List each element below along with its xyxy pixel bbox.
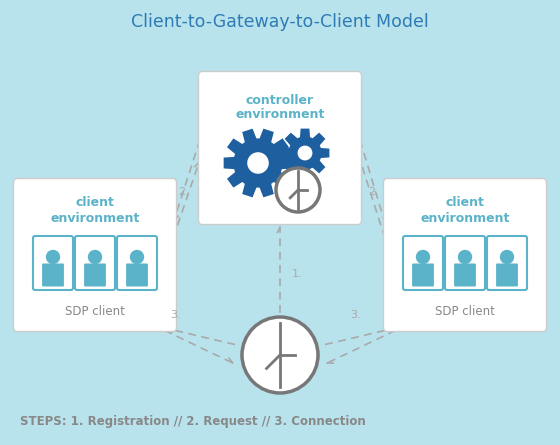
- Text: client
environment: client environment: [50, 197, 139, 224]
- FancyBboxPatch shape: [496, 263, 518, 287]
- FancyBboxPatch shape: [75, 236, 115, 290]
- Text: 3.: 3.: [170, 310, 181, 320]
- FancyBboxPatch shape: [454, 263, 476, 287]
- Circle shape: [130, 251, 143, 263]
- Circle shape: [501, 251, 514, 263]
- Circle shape: [46, 251, 59, 263]
- Circle shape: [298, 146, 312, 160]
- Text: 1.: 1.: [292, 269, 302, 279]
- Circle shape: [417, 251, 430, 263]
- FancyBboxPatch shape: [126, 263, 148, 287]
- Text: 2.: 2.: [368, 187, 379, 197]
- Circle shape: [459, 251, 472, 263]
- FancyBboxPatch shape: [412, 263, 434, 287]
- FancyBboxPatch shape: [487, 236, 527, 290]
- Text: 3.: 3.: [350, 310, 361, 320]
- FancyBboxPatch shape: [42, 263, 64, 287]
- FancyBboxPatch shape: [117, 236, 157, 290]
- FancyBboxPatch shape: [384, 178, 547, 332]
- Text: controller
environment: controller environment: [235, 93, 325, 121]
- Polygon shape: [281, 129, 329, 177]
- Circle shape: [88, 251, 101, 263]
- FancyBboxPatch shape: [198, 72, 362, 224]
- Text: STEPS: 1. Registration // 2. Request // 3. Connection: STEPS: 1. Registration // 2. Request // …: [20, 416, 366, 429]
- Circle shape: [242, 317, 318, 393]
- FancyBboxPatch shape: [445, 236, 485, 290]
- FancyBboxPatch shape: [403, 236, 443, 290]
- Polygon shape: [225, 129, 292, 197]
- Text: 2.: 2.: [178, 187, 189, 197]
- Circle shape: [248, 153, 268, 173]
- Text: client
environment: client environment: [421, 197, 510, 224]
- Text: SDP client: SDP client: [435, 305, 495, 318]
- Circle shape: [276, 168, 320, 212]
- FancyBboxPatch shape: [84, 263, 106, 287]
- Text: SDP client: SDP client: [65, 305, 125, 318]
- FancyBboxPatch shape: [33, 236, 73, 290]
- Text: Client-to-Gateway-to-Client Model: Client-to-Gateway-to-Client Model: [131, 13, 429, 31]
- FancyBboxPatch shape: [13, 178, 176, 332]
